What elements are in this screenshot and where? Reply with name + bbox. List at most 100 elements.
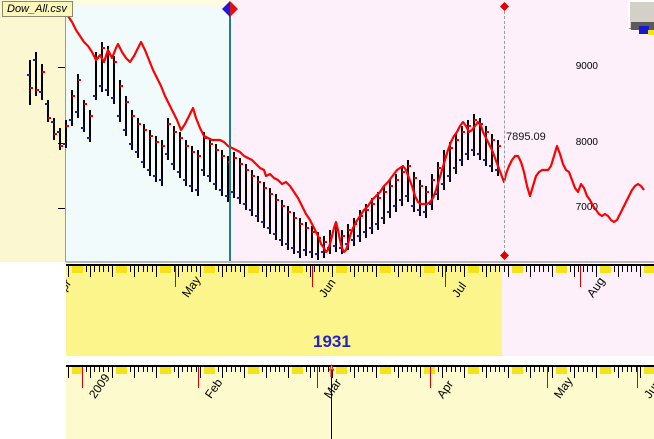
region-divider-handle[interactable] [222, 1, 238, 17]
cursor-value-readout: 7895.09 [506, 131, 546, 143]
ruler-week-block [248, 367, 259, 374]
ruler-tick-major [420, 266, 421, 277]
ruler-tick [262, 367, 263, 372]
ruler-tick [367, 266, 368, 272]
ruler-tick [455, 367, 456, 372]
ruler-tick [438, 367, 439, 372]
ruler-week-block [72, 266, 83, 273]
ruler-tick-major [288, 367, 289, 378]
ruler-tick [499, 367, 500, 372]
ruler-tick-major [68, 266, 69, 277]
cursor-dashed-line[interactable] [504, 6, 505, 258]
timeline-ruler-overview[interactable]: 2009 Feb Mar Apr May Jun [66, 365, 654, 439]
ruler-tick [592, 266, 593, 272]
ruler-week-block [468, 266, 479, 273]
ruler-tick [455, 266, 456, 272]
ruler-tick-major [486, 367, 487, 378]
ruler-week-block [204, 367, 215, 374]
ruler-week-block [644, 367, 654, 374]
ruler-tick [240, 266, 241, 272]
overview-pointer-marker[interactable] [325, 364, 338, 378]
region-divider-line[interactable] [229, 8, 231, 261]
ruler-tick [231, 367, 232, 372]
cursor-handle-top[interactable] [500, 2, 509, 11]
ruler-tick [328, 266, 329, 272]
ruler-tick [270, 266, 271, 272]
ruler-tick [147, 266, 148, 272]
ruler-week-block [116, 266, 127, 273]
ruler-tick [499, 266, 500, 272]
ruler-tick-major [508, 367, 509, 378]
ruler-tick [583, 266, 584, 272]
ruler-tick-major [442, 367, 443, 378]
ruler-tick-major [244, 266, 245, 277]
timeline-ruler-detail[interactable]: Apr May Jun Jul Aug [66, 264, 654, 356]
ruler-tick [103, 367, 104, 372]
cursor-handle-bottom[interactable] [500, 251, 509, 260]
ruler-week-block [292, 367, 303, 374]
ruler-tick [319, 266, 320, 272]
ruler-tick [622, 367, 623, 372]
ruler-tick-major [354, 367, 355, 378]
ruler-tick [526, 367, 527, 372]
ruler-tick [636, 367, 637, 372]
ruler-tick [323, 266, 324, 272]
ruler-tick [526, 266, 527, 272]
ruler-week-block [336, 266, 347, 273]
ruler-week-block [336, 367, 347, 374]
ruler-tick [86, 266, 87, 272]
ruler-tick [416, 266, 417, 272]
ruler-tick [367, 367, 368, 372]
ruler-tick [328, 367, 329, 372]
ruler-tick [372, 367, 373, 372]
ruler-tick-major [464, 367, 465, 378]
ruler-tick [490, 367, 491, 372]
ruler-tick-major [310, 266, 311, 277]
ruler-tick [226, 266, 227, 272]
ruler-month-label[interactable]: Feb [202, 376, 226, 402]
ruler-tick [451, 367, 452, 372]
ruler-tick [314, 266, 315, 272]
ruler-tick-major [530, 367, 531, 378]
ruler-week-block [600, 367, 611, 374]
ruler-tick [495, 266, 496, 272]
ruler-week-block [292, 266, 303, 273]
ruler-tick-major [574, 266, 575, 277]
y-axis-tick [58, 143, 65, 144]
chart-icon[interactable] [639, 26, 649, 34]
ruler-week-block [424, 266, 435, 273]
ruler-tick [284, 266, 285, 272]
ruler-tick [138, 367, 139, 372]
ruler-tick-major [508, 266, 509, 277]
ruler-week-block [468, 367, 479, 374]
ruler-tick [548, 266, 549, 272]
ruler-tick [636, 266, 637, 272]
plot-region-selection[interactable] [230, 6, 654, 261]
ruler-tick-major [310, 367, 311, 378]
ruler-tick [570, 266, 571, 272]
ruler-tick [275, 367, 276, 372]
dataset-title-tab[interactable]: Dow_All.csv [2, 1, 73, 17]
ruler-tick-major [596, 266, 597, 277]
ruler-tick [99, 367, 100, 372]
ruler-tick-major [442, 266, 443, 277]
ruler-tick [411, 367, 412, 372]
selection-width-label: 1931 [313, 332, 351, 351]
ruler-tick [539, 367, 540, 372]
divider-handle-right-arrow [230, 1, 238, 17]
ruler-week-block [72, 367, 83, 374]
ruler-tick [218, 266, 219, 272]
ruler-month-label[interactable]: Apr [434, 377, 457, 402]
ruler-month-separator [637, 367, 638, 388]
plot-region-history[interactable] [66, 6, 230, 261]
ruler-tick [570, 367, 571, 372]
ruler-tick [402, 367, 403, 372]
chart-icon-accent [648, 30, 654, 35]
ruler-month-label[interactable]: Jun [641, 377, 654, 402]
ruler-month-label[interactable]: Mar [321, 376, 345, 402]
ruler-tick [622, 266, 623, 272]
ruler-tick [534, 266, 535, 272]
ruler-month-label[interactable]: May [551, 374, 576, 402]
ruler-tick-major [266, 367, 267, 378]
ruler-tick [460, 266, 461, 272]
